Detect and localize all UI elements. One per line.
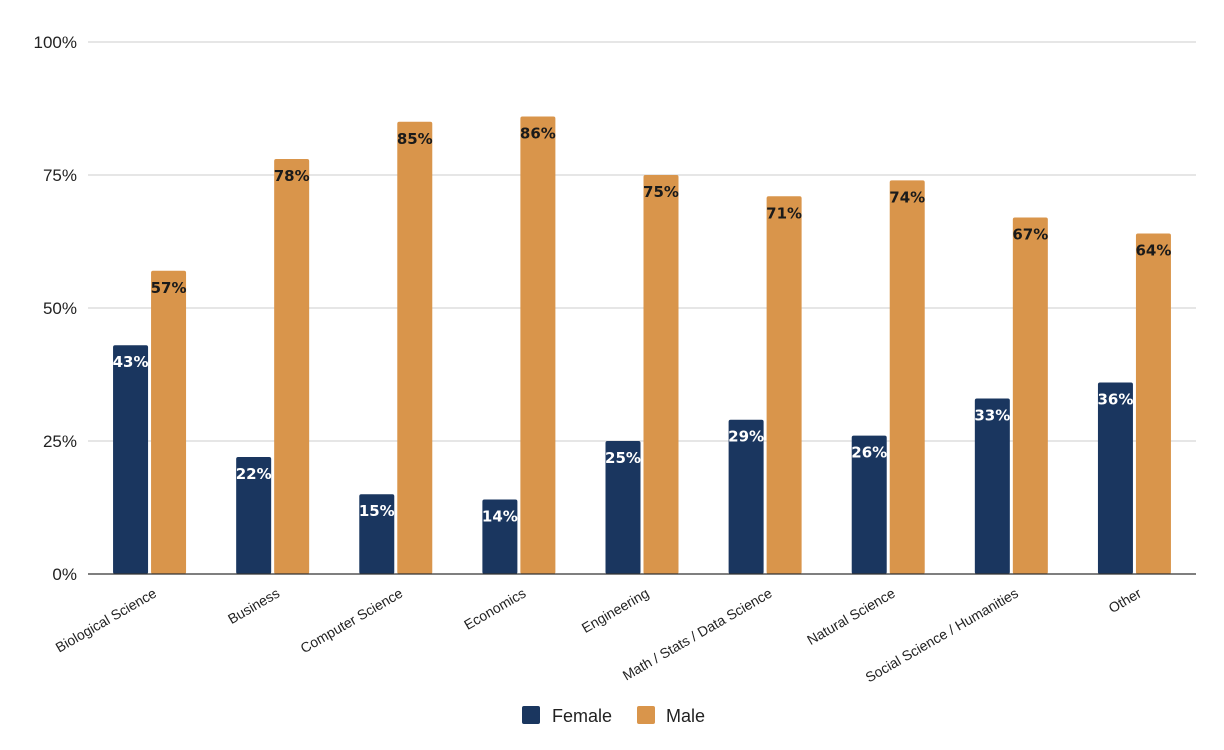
bar-male bbox=[1135, 233, 1171, 574]
x-category-label: Economics bbox=[461, 585, 528, 633]
bar-male bbox=[274, 159, 310, 575]
bar-male bbox=[889, 180, 925, 574]
legend-swatch-female bbox=[522, 706, 540, 724]
bar-male bbox=[1012, 217, 1048, 574]
data-label-male: 78% bbox=[274, 167, 310, 185]
data-label-female: 29% bbox=[728, 428, 764, 446]
data-label-female: 22% bbox=[236, 465, 272, 483]
y-tick-label: 25% bbox=[43, 432, 77, 451]
gridlines bbox=[88, 41, 1196, 442]
x-category-label: Business bbox=[225, 585, 282, 627]
data-label-male: 57% bbox=[151, 279, 187, 297]
x-axis-category-labels: Biological Science Business Computer Scien… bbox=[53, 585, 1145, 686]
data-label-male: 86% bbox=[520, 124, 556, 142]
data-label-male: 71% bbox=[766, 204, 802, 222]
y-tick-label: 0% bbox=[52, 565, 77, 584]
bars bbox=[113, 116, 1171, 575]
bar-female bbox=[851, 435, 887, 574]
data-label-male: 75% bbox=[643, 183, 679, 201]
x-category-label: Natural Science bbox=[804, 585, 898, 648]
data-label-female: 25% bbox=[605, 449, 641, 467]
bar-male bbox=[397, 121, 433, 575]
data-label-female: 15% bbox=[359, 502, 395, 520]
x-category-label: Other bbox=[1106, 585, 1145, 617]
bar-female bbox=[113, 345, 149, 574]
data-label-female: 33% bbox=[974, 406, 1010, 424]
y-tick-label: 100% bbox=[34, 33, 77, 52]
y-axis-tick-labels: 0% 25% 50% 75% 100% bbox=[34, 33, 77, 584]
data-label-female: 26% bbox=[851, 444, 887, 462]
x-category-label: Biological Science bbox=[53, 585, 160, 656]
bar-female bbox=[728, 419, 764, 574]
bar-female bbox=[974, 398, 1010, 574]
data-label-male: 67% bbox=[1012, 226, 1048, 244]
data-labels: 43% 57% 22% 78% 15% 85% 14% 86% 25% 75% 29% 71% 26% 7… bbox=[113, 124, 1172, 525]
bar-male bbox=[766, 196, 802, 574]
data-label-female: 36% bbox=[1097, 390, 1133, 408]
bar-male bbox=[643, 175, 679, 574]
y-tick-label: 75% bbox=[43, 166, 77, 185]
legend-label-female: Female bbox=[552, 706, 612, 726]
bar-female bbox=[605, 441, 641, 574]
y-tick-label: 50% bbox=[43, 299, 77, 318]
legend-label-male: Male bbox=[666, 706, 705, 726]
x-category-label: Computer Science bbox=[298, 585, 406, 657]
bar-female bbox=[482, 499, 518, 574]
bar-female bbox=[359, 494, 395, 574]
data-label-male: 85% bbox=[397, 130, 433, 148]
legend-swatch-male bbox=[637, 706, 655, 724]
bar-male bbox=[520, 116, 556, 574]
bar-female bbox=[236, 456, 272, 574]
data-label-female: 14% bbox=[482, 508, 518, 526]
data-label-male: 64% bbox=[1135, 242, 1171, 260]
data-label-female: 43% bbox=[113, 353, 149, 371]
data-label-male: 74% bbox=[889, 188, 925, 206]
bar-female bbox=[1097, 382, 1133, 574]
bar-male bbox=[151, 270, 187, 574]
legend: Female Male bbox=[522, 706, 705, 726]
x-category-label: Engineering bbox=[579, 585, 652, 636]
